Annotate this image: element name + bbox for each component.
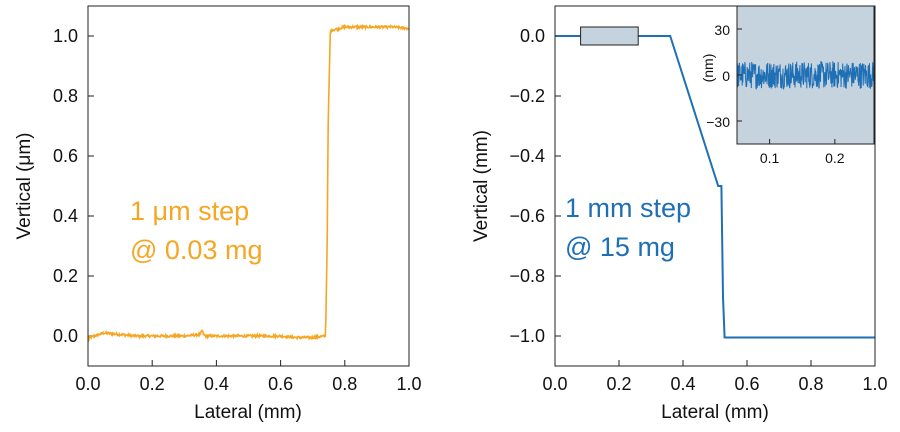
right-x-tick-label: 0.4 [670,374,695,394]
left-y-tick-label: 0.4 [53,206,78,226]
inset-chart: 0.1 0.2 30 0 −30 (nm) [700,5,875,166]
left-x-tick-label: 0.4 [204,374,229,394]
inset-y-tick-label: 30 [714,22,730,38]
left-x-tick-label: 0.0 [75,374,100,394]
right-annotation-line-2: @ 15 mg [565,232,675,262]
left-y-tick-label: 0.6 [53,146,78,166]
left-y-tick-label: 0.8 [53,86,78,106]
inset-ticks: 0.1 0.2 30 0 −30 [706,22,845,166]
inset-y-tick-label: −30 [706,114,730,130]
zoom-region-box [580,26,639,46]
inset-frame [736,5,875,145]
right-plot-frame [554,5,876,367]
inset-series-line [736,60,875,90]
right-x-tick-label: 0.0 [542,374,567,394]
left-x-tick-label: 1.0 [396,374,421,394]
right-y-tick-label: 0.0 [520,26,545,46]
left-x-tick-label: 0.6 [268,374,293,394]
left-plot-frame [87,5,410,367]
chart-left: Lateral (mm) Vertical (μm) 1 μm step @ 0… [14,5,422,423]
left-annotation-line-2: @ 0.03 mg [130,235,262,265]
right-x-tick-label: 0.2 [606,374,631,394]
inset-x-tick-label: 0.2 [825,150,845,166]
left-ticks: 0.0 0.2 0.4 0.6 0.8 1.0 0.0 0.2 0.4 0.6 0.8 1.0 [53,26,422,394]
left-annotation-line-1: 1 μm step [130,196,249,226]
right-y-axis-label: Vertical (mm) [471,130,492,242]
right-annotation-line-1: 1 mm step [565,193,691,223]
left-series-line [87,23,410,343]
left-y-tick-label: 0.2 [53,266,78,286]
right-x-axis-label: Lateral (mm) [661,402,769,423]
inset-y-tick-label: 0 [722,68,730,84]
right-x-tick-label: 0.6 [734,374,759,394]
left-x-axis-label: Lateral (mm) [194,402,302,423]
right-y-tick-label: −0.8 [509,266,545,286]
left-x-tick-label: 0.8 [332,374,357,394]
right-y-tick-label: −0.4 [509,146,545,166]
right-x-tick-label: 0.8 [798,374,823,394]
left-y-tick-label: 1.0 [53,26,78,46]
left-y-tick-label: 0.0 [53,326,78,346]
left-x-tick-label: 0.2 [140,374,165,394]
left-y-axis-label: Vertical (μm) [14,132,35,239]
right-y-tick-label: −0.6 [509,206,545,226]
chart-right: Lateral (mm) Vertical (mm) 1 mm step @ 1… [471,5,888,423]
right-ticks: 0.0 0.2 0.4 0.6 0.8 1.0 0.0 −0.2 −0.4 −0.6 −0.8 −1.… [509,26,887,394]
inset-x-tick-label: 0.1 [760,150,780,166]
right-y-tick-label: −0.2 [509,86,545,106]
right-y-tick-label: −1.0 [509,326,545,346]
right-series-line [555,35,875,339]
inset-y-axis-label: (nm) [700,54,716,83]
right-x-tick-label: 1.0 [862,374,887,394]
